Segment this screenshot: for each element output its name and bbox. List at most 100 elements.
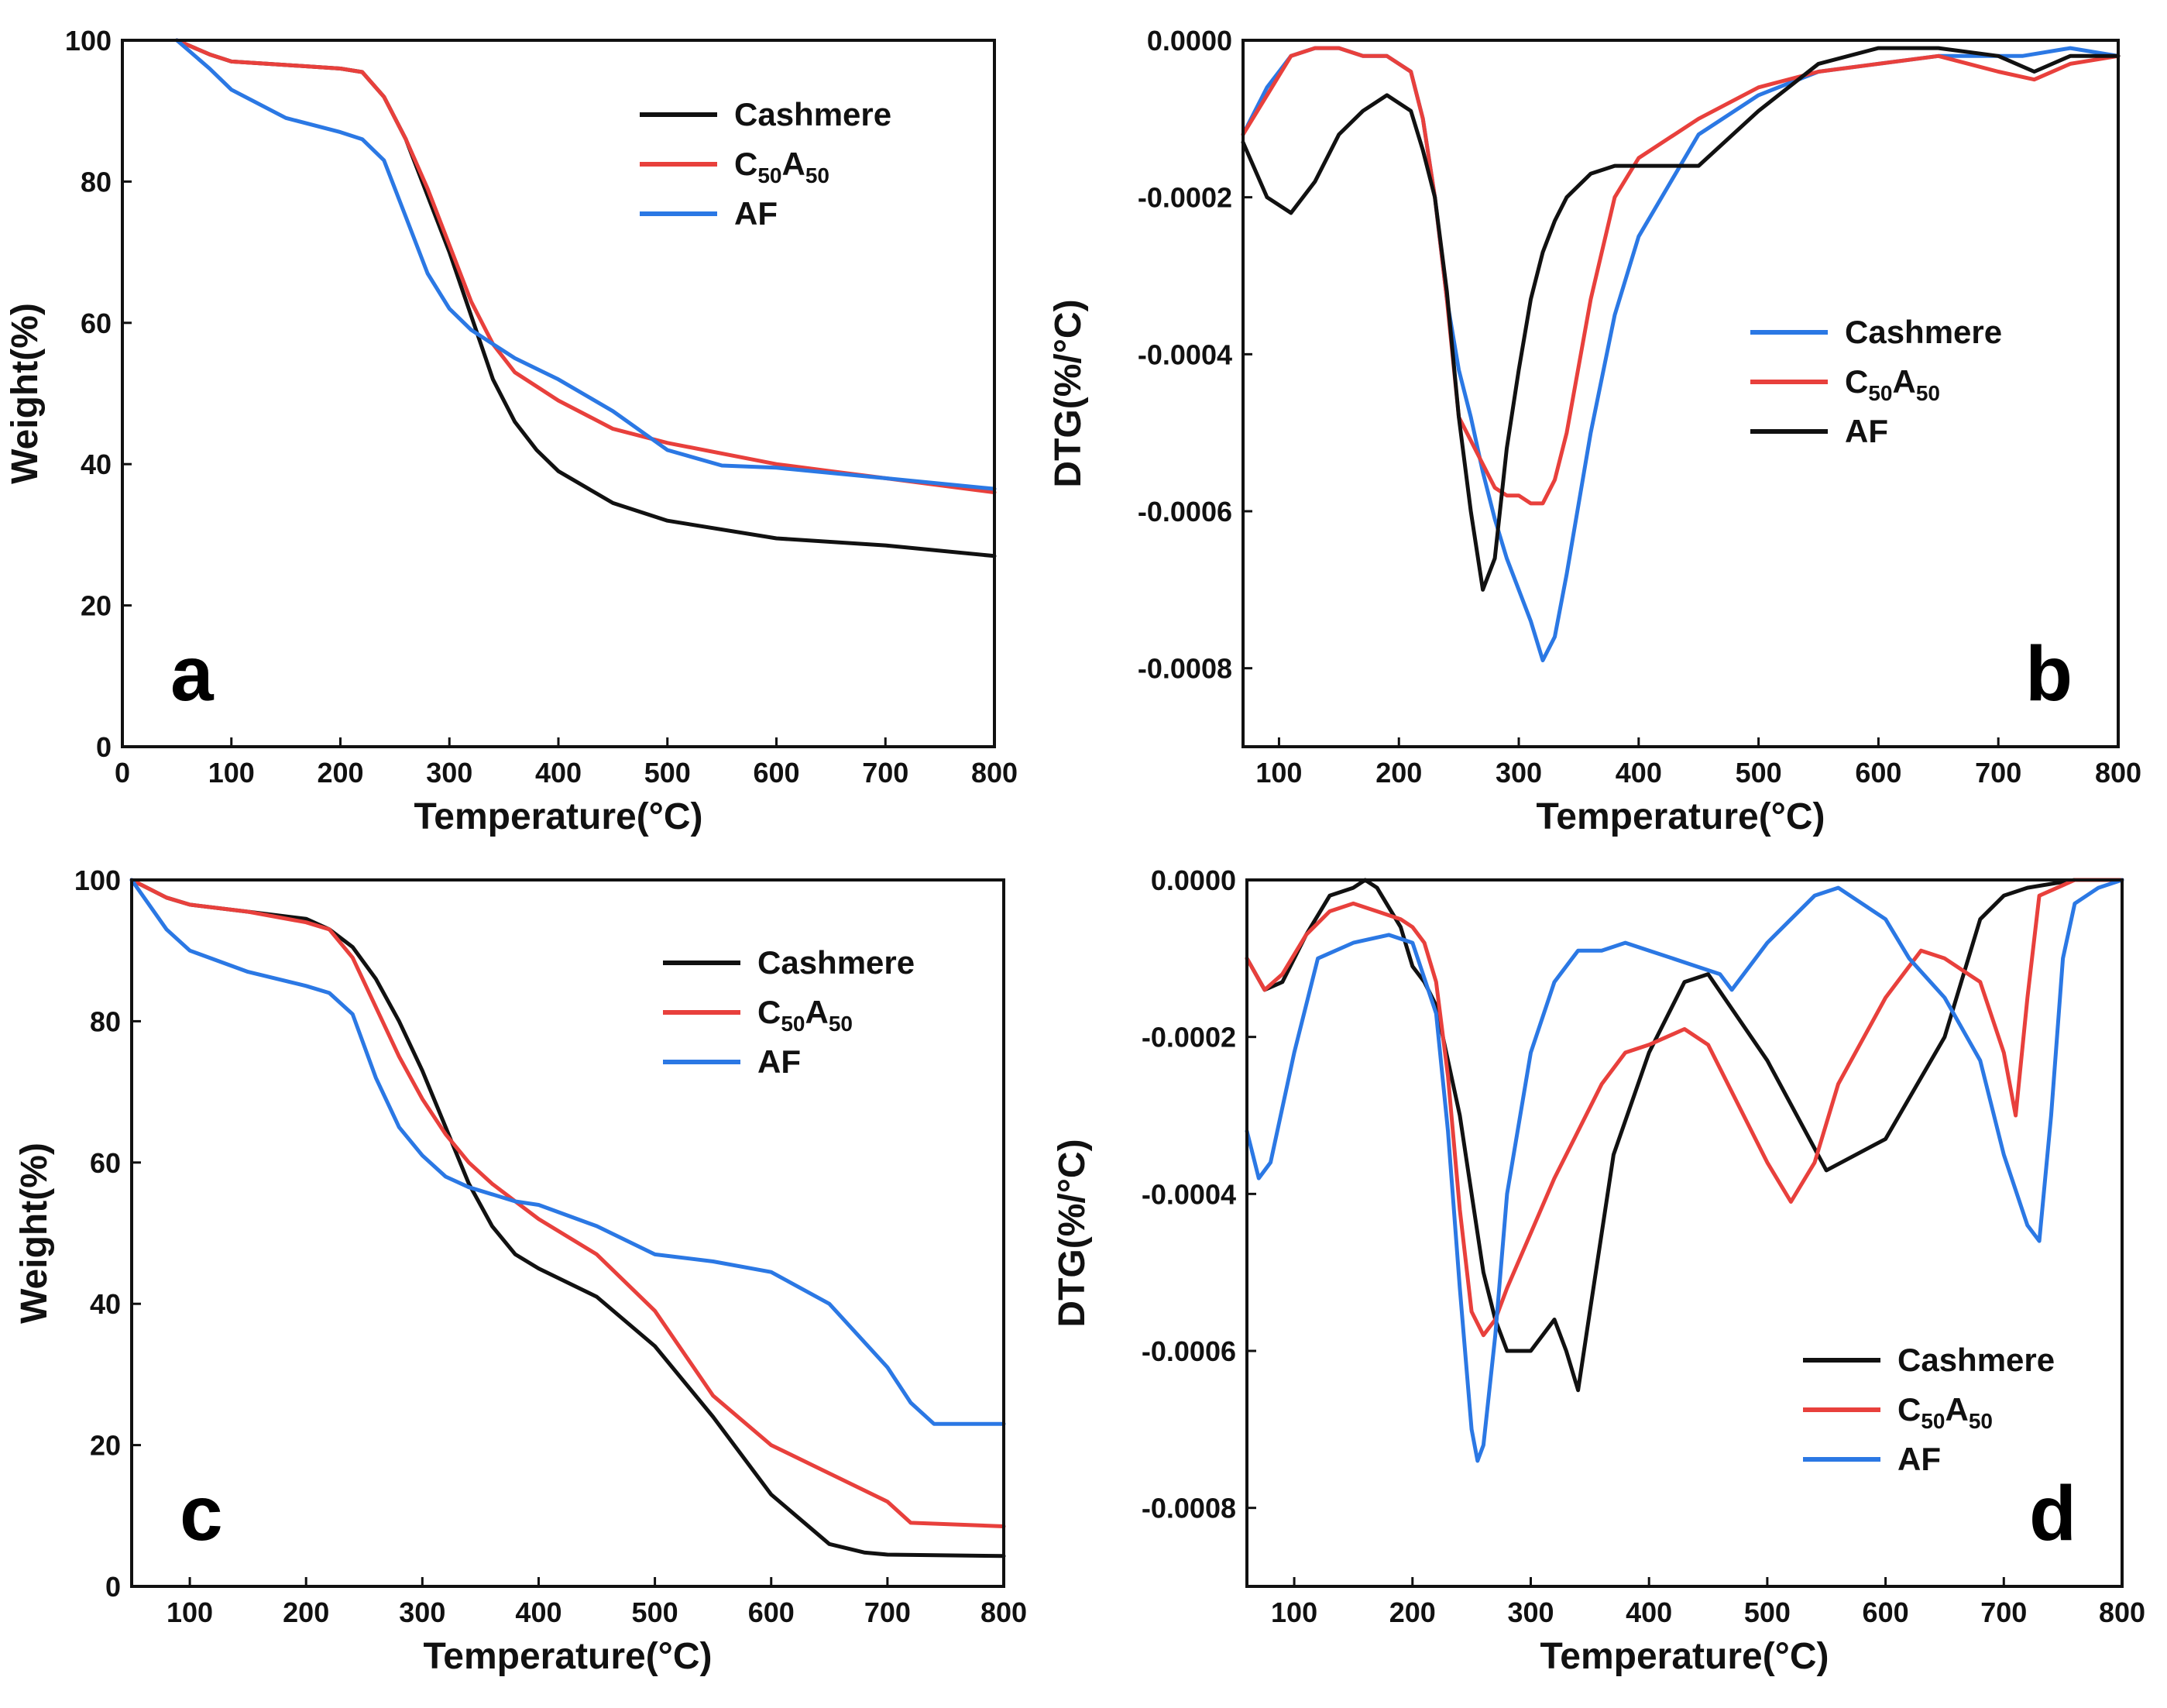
- y-tick-label: 60: [81, 308, 112, 339]
- legend-label: AF: [1845, 413, 1888, 449]
- chart-panel-d: 100 200 300 400 500 600 700 800 0.0000 -0.0002 -0.…: [1052, 864, 2145, 1677]
- legend-label: Cashmere: [734, 96, 891, 132]
- panel-label: b: [2025, 631, 2073, 717]
- legend-text: C: [757, 994, 781, 1030]
- x-tick-label: 400: [535, 757, 582, 789]
- series-line-af-a: [174, 38, 997, 491]
- legend-text: C: [734, 146, 757, 182]
- x-tick-label: 600: [1863, 1596, 1909, 1628]
- y-tick-label: 0: [96, 731, 112, 763]
- x-tick-label: 500: [1736, 757, 1782, 789]
- legend-subscript: 50: [781, 1012, 805, 1036]
- plot-frame: [130, 878, 1005, 1588]
- series-line-cashmere-b: [1241, 46, 2121, 662]
- legend-label: AF: [1897, 1441, 1941, 1477]
- y-tick-label: 100: [65, 25, 112, 57]
- x-tick-label: 300: [426, 757, 472, 789]
- legend-text: C: [1845, 363, 1868, 400]
- x-tick-label: 600: [753, 757, 799, 789]
- y-tick-label: 80: [81, 166, 112, 198]
- legend-text: AF: [757, 1043, 801, 1080]
- series-line-c50a50-d: [1245, 878, 2124, 1338]
- x-tick-label: 200: [1389, 1596, 1436, 1628]
- x-tick-label: 500: [1744, 1596, 1791, 1628]
- x-tick-label: 600: [1855, 757, 1901, 789]
- legend-subscript: 50: [1868, 381, 1892, 405]
- x-tick-label: 300: [1496, 757, 1542, 789]
- legend-text: Cashmere: [734, 96, 891, 132]
- legend-label: AF: [757, 1043, 801, 1080]
- x-tick-label: 0: [115, 757, 130, 789]
- y-tick-label: -0.0006: [1138, 496, 1232, 528]
- y-axis-title: Weight(%): [14, 1143, 55, 1324]
- legend-text: C: [1897, 1391, 1921, 1428]
- chart-panel-b: 100 200 300 400 500 600 700 800 0.0000 -0.0002 -0.…: [1048, 25, 2141, 837]
- x-tick-label: 300: [399, 1596, 445, 1628]
- x-tick-label: 800: [980, 1596, 1027, 1628]
- x-axis-title: Temperature(°C): [414, 796, 702, 837]
- x-tick-label: 300: [1507, 1596, 1554, 1628]
- series-line-cashmere-d: [1245, 878, 2124, 1393]
- y-tick-label: -0.0002: [1142, 1022, 1236, 1053]
- y-tick-label: 40: [90, 1288, 121, 1320]
- legend-label: C50A50: [1845, 363, 1940, 405]
- x-tick-label: 700: [1975, 757, 2021, 789]
- y-tick-label: 20: [90, 1430, 121, 1462]
- series-line-c50a50-b: [1241, 46, 2121, 506]
- x-tick-label: 500: [644, 757, 691, 789]
- panel-label: a: [170, 631, 215, 717]
- panel-label: d: [2029, 1470, 2076, 1557]
- y-tick-label: 60: [90, 1147, 121, 1179]
- y-tick-label: -0.0008: [1138, 653, 1232, 685]
- legend-text: AF: [1897, 1441, 1941, 1477]
- y-tick-label: -0.0008: [1142, 1493, 1236, 1524]
- x-tick-label: 200: [1375, 757, 1422, 789]
- x-tick-label: 400: [1626, 1596, 1672, 1628]
- y-tick-label: 80: [90, 1005, 121, 1037]
- legend-label: Cashmere: [757, 944, 915, 981]
- y-tick-label: 40: [81, 448, 112, 480]
- plot-frame: [1241, 39, 2120, 748]
- legend-text: AF: [734, 195, 778, 232]
- legend-text: Cashmere: [1845, 314, 2002, 350]
- plot-frame: [121, 39, 996, 748]
- y-tick-label: 20: [81, 590, 112, 622]
- legend-text: A: [1945, 1391, 1969, 1428]
- chart-panel-c: 100 200 300 400 500 600 700 800 0 20 40 60 80 100 Temp…: [14, 864, 1027, 1677]
- series-line-cashmere-c: [129, 878, 1006, 1559]
- x-tick-label: 700: [1980, 1596, 2027, 1628]
- x-tick-label: 600: [748, 1596, 795, 1628]
- legend-text: A: [805, 994, 829, 1030]
- x-tick-label: 100: [1271, 1596, 1317, 1628]
- x-tick-label: 500: [632, 1596, 678, 1628]
- y-tick-label: 0: [105, 1571, 121, 1603]
- x-tick-label: 400: [1616, 757, 1662, 789]
- y-axis-title: DTG(%/°C): [1048, 299, 1089, 487]
- legend-label: C50A50: [1897, 1391, 1993, 1433]
- x-axis-title: Temperature(°C): [1540, 1636, 1829, 1677]
- y-tick-label: 100: [74, 864, 121, 896]
- legend-label: AF: [734, 195, 778, 232]
- x-tick-label: 800: [971, 757, 1018, 789]
- chart-panel-a: 0 100 200 300 400 500 600 700 800 0 20 40 60 80 100 Tem…: [5, 25, 1018, 837]
- y-tick-label: -0.0004: [1138, 339, 1232, 370]
- y-tick-label: -0.0006: [1142, 1335, 1236, 1367]
- legend-subscript: 50: [757, 163, 781, 187]
- legend-label: Cashmere: [1897, 1342, 2055, 1378]
- x-tick-label: 200: [283, 1596, 329, 1628]
- x-axis-title: Temperature(°C): [423, 1636, 712, 1677]
- series-line-af-c: [129, 878, 1006, 1426]
- x-tick-label: 700: [862, 757, 908, 789]
- x-tick-label: 700: [864, 1596, 911, 1628]
- legend-label: Cashmere: [1845, 314, 2002, 350]
- legend-text: A: [1893, 363, 1916, 400]
- y-axis-title: DTG(%/°C): [1052, 1139, 1093, 1327]
- legend-subscript: 50: [1969, 1409, 1993, 1433]
- x-tick-label: 100: [208, 757, 255, 789]
- panel-label: c: [180, 1470, 223, 1557]
- legend-subscript: 50: [1921, 1409, 1945, 1433]
- legend-subscript: 50: [1916, 381, 1940, 405]
